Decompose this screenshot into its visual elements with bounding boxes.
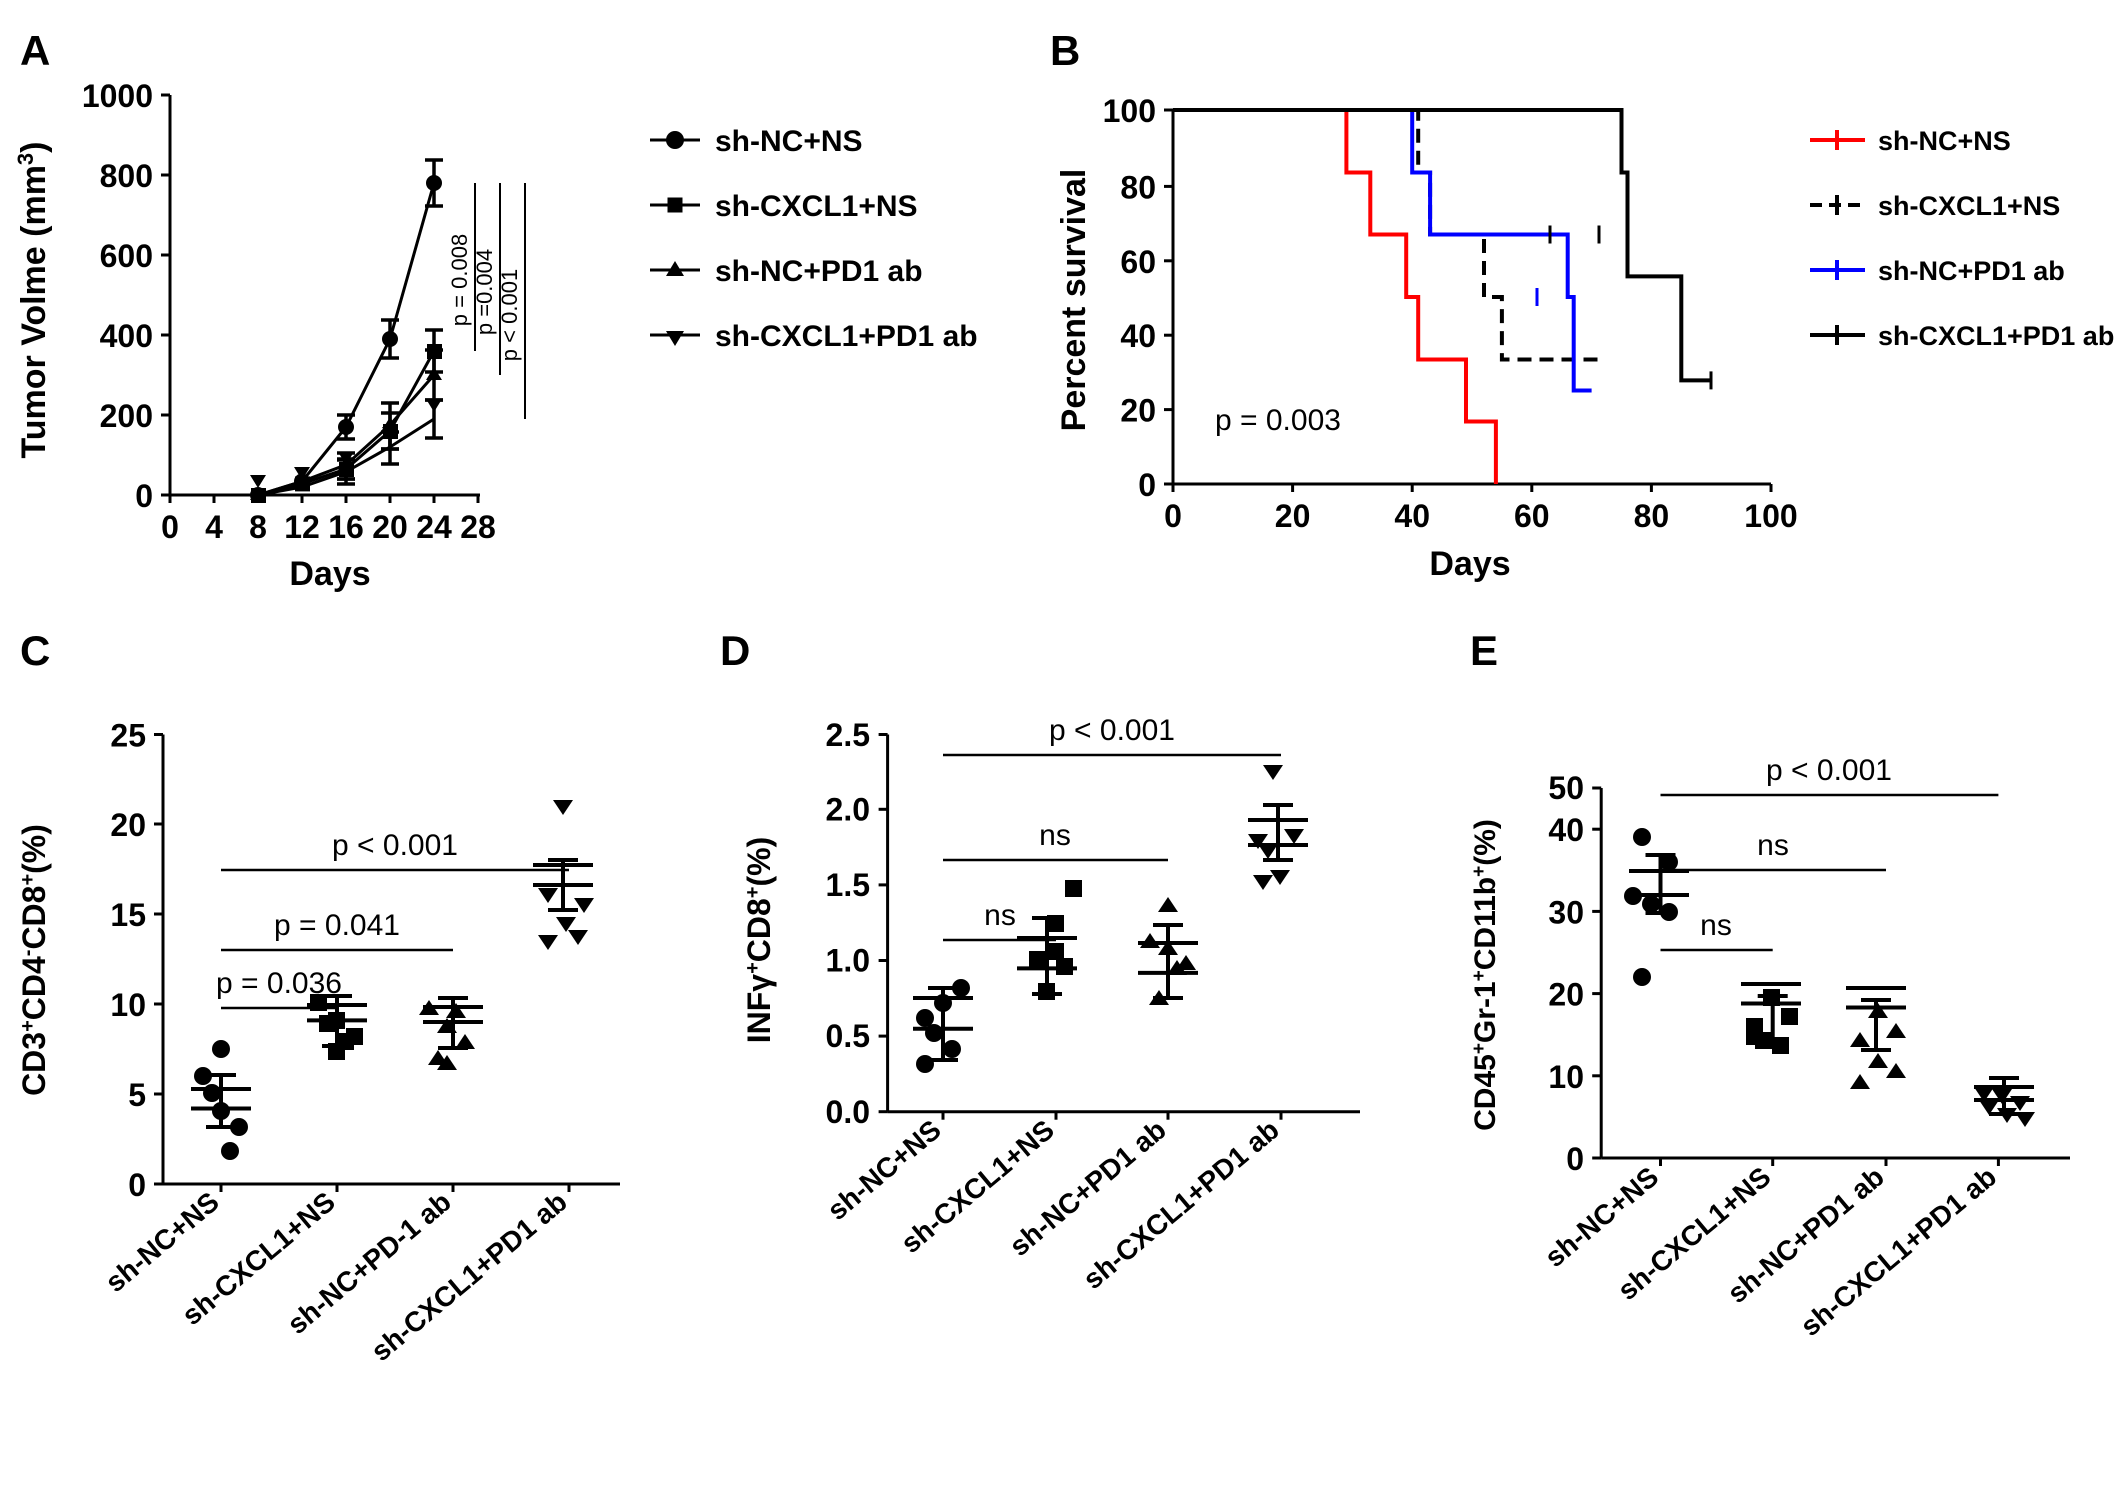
svg-text:Tumor Volme (mm3): Tumor Volme (mm3) xyxy=(13,141,54,458)
svg-text:sh-CXCL1+PD1 ab: sh-CXCL1+PD1 ab xyxy=(1077,1114,1285,1295)
svg-text:4: 4 xyxy=(205,509,223,545)
svg-text:24: 24 xyxy=(416,509,452,545)
svg-text:100: 100 xyxy=(1103,93,1156,129)
svg-text:25: 25 xyxy=(110,718,146,754)
svg-text:sh-NC+NS: sh-NC+NS xyxy=(715,125,863,158)
svg-text:p = 0.041: p = 0.041 xyxy=(274,909,400,942)
svg-text:28: 28 xyxy=(460,509,496,545)
svg-text:C: C xyxy=(20,627,50,674)
svg-text:30: 30 xyxy=(1548,894,1584,930)
svg-text:40: 40 xyxy=(1548,812,1584,848)
svg-text:p = 0.036: p = 0.036 xyxy=(216,967,342,1000)
svg-text:20: 20 xyxy=(372,509,408,545)
svg-text:sh-NC+PD1 ab: sh-NC+PD1 ab xyxy=(715,255,923,288)
svg-text:CD45+Gr-1+CD11b+(%): CD45+Gr-1+CD11b+(%) xyxy=(1469,819,1503,1131)
svg-text:p =0.004: p =0.004 xyxy=(472,249,497,335)
svg-text:12: 12 xyxy=(284,509,320,545)
svg-text:50: 50 xyxy=(1548,770,1584,806)
svg-text:Days: Days xyxy=(289,555,370,593)
svg-text:20: 20 xyxy=(1548,977,1584,1013)
svg-text:ns: ns xyxy=(984,899,1016,932)
svg-text:sh-NC+PD1 ab: sh-NC+PD1 ab xyxy=(1878,256,2065,286)
svg-text:400: 400 xyxy=(100,318,153,354)
svg-text:0.0: 0.0 xyxy=(826,1094,870,1130)
svg-text:10: 10 xyxy=(1548,1059,1584,1095)
svg-text:ns: ns xyxy=(1757,829,1789,862)
svg-text:ns: ns xyxy=(1700,909,1732,942)
svg-text:100: 100 xyxy=(1744,498,1797,534)
svg-text:p = 0.003: p = 0.003 xyxy=(1215,404,1341,437)
svg-text:p < 0.001: p < 0.001 xyxy=(332,829,458,862)
svg-text:E: E xyxy=(1470,627,1498,674)
svg-text:p < 0.001: p < 0.001 xyxy=(1049,714,1175,747)
svg-text:CD3+CD4-CD8+(%): CD3+CD4-CD8+(%) xyxy=(16,824,52,1096)
svg-text:ns: ns xyxy=(1039,819,1071,852)
svg-text:600: 600 xyxy=(100,238,153,274)
svg-text:INFγ+CD8+(%): INFγ+CD8+(%) xyxy=(741,837,777,1044)
svg-text:p = 0.008: p = 0.008 xyxy=(447,234,472,326)
svg-text:p < 0.001: p < 0.001 xyxy=(1766,754,1892,787)
svg-text:1.5: 1.5 xyxy=(826,867,870,903)
svg-text:0: 0 xyxy=(1566,1141,1584,1177)
svg-text:16: 16 xyxy=(328,509,364,545)
svg-text:A: A xyxy=(20,27,50,74)
svg-text:20: 20 xyxy=(1120,393,1156,429)
svg-text:20: 20 xyxy=(110,807,146,843)
svg-text:sh-CXCL1+PD1 ab: sh-CXCL1+PD1 ab xyxy=(1878,321,2114,351)
svg-text:1000: 1000 xyxy=(82,78,153,114)
svg-text:800: 800 xyxy=(100,158,153,194)
svg-text:0: 0 xyxy=(135,478,153,514)
svg-text:0: 0 xyxy=(1164,498,1182,534)
svg-text:60: 60 xyxy=(1120,244,1156,280)
svg-text:60: 60 xyxy=(1514,498,1550,534)
svg-text:40: 40 xyxy=(1394,498,1430,534)
svg-text:2.5: 2.5 xyxy=(826,717,870,753)
svg-text:Percent survival: Percent survival xyxy=(1055,169,1093,432)
svg-text:Days: Days xyxy=(1429,545,1510,583)
svg-text:0.5: 0.5 xyxy=(826,1018,870,1054)
svg-text:40: 40 xyxy=(1120,318,1156,354)
svg-text:0: 0 xyxy=(1138,467,1156,503)
svg-text:B: B xyxy=(1050,27,1080,74)
svg-text:sh-NC+NS: sh-NC+NS xyxy=(1878,126,2011,156)
svg-text:0: 0 xyxy=(161,509,179,545)
svg-text:200: 200 xyxy=(100,398,153,434)
svg-text:sh-CXCL1+PD1 ab: sh-CXCL1+PD1 ab xyxy=(365,1186,573,1367)
svg-text:20: 20 xyxy=(1275,498,1311,534)
svg-text:1.0: 1.0 xyxy=(826,943,870,979)
svg-text:sh-CXCL1+PD1 ab: sh-CXCL1+PD1 ab xyxy=(1795,1161,2003,1342)
svg-text:8: 8 xyxy=(249,509,267,545)
svg-text:sh-CXCL1+NS: sh-CXCL1+NS xyxy=(715,190,918,223)
svg-text:80: 80 xyxy=(1634,498,1670,534)
svg-text:D: D xyxy=(720,627,750,674)
svg-text:0: 0 xyxy=(128,1167,146,1203)
svg-text:p < 0.001: p < 0.001 xyxy=(497,269,522,361)
svg-text:sh-CXCL1+PD1 ab: sh-CXCL1+PD1 ab xyxy=(715,320,978,353)
svg-text:80: 80 xyxy=(1120,169,1156,205)
svg-text:2.0: 2.0 xyxy=(826,791,870,827)
svg-text:15: 15 xyxy=(110,897,146,933)
svg-text:10: 10 xyxy=(110,987,146,1023)
svg-text:5: 5 xyxy=(128,1077,146,1113)
svg-text:sh-CXCL1+NS: sh-CXCL1+NS xyxy=(1878,191,2060,221)
